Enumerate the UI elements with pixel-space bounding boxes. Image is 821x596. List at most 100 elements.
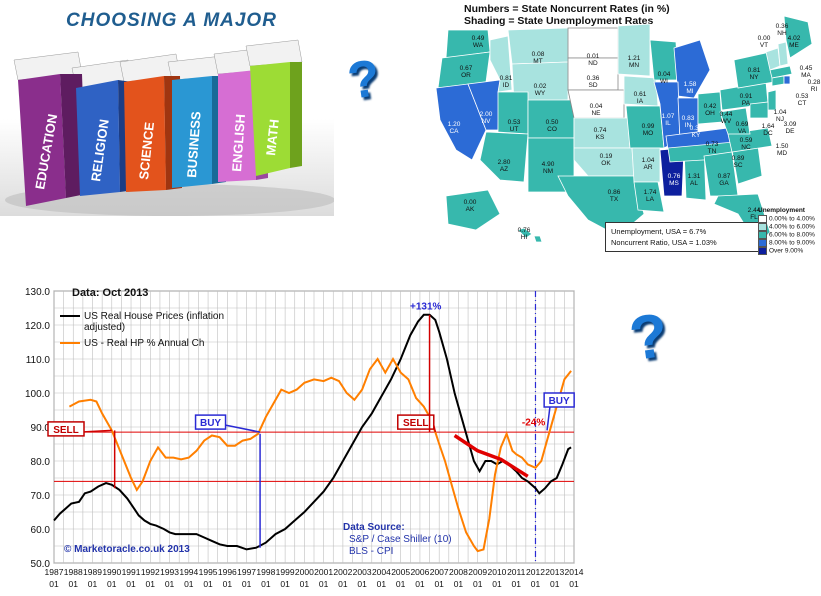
state-label-mo: 0.99 MO <box>641 123 655 137</box>
state-label-mn: 1.21 MN <box>627 55 641 69</box>
x-tick-label: 1997 <box>237 567 256 577</box>
state-label-nc: 0.59 NC <box>739 137 753 151</box>
x-tick-sublabel: 01 <box>492 579 502 589</box>
map-legend-title: Unemployment <box>758 207 805 214</box>
x-tick-label: 2003 <box>353 567 372 577</box>
x-tick-sublabel: 01 <box>242 579 252 589</box>
state-label-mt: 0.08 MT <box>531 51 545 65</box>
state-label-pa: 0.91 PA <box>739 93 753 107</box>
x-tick-label: 1988 <box>64 567 83 577</box>
state-label-il: 1.07 IL <box>661 113 675 127</box>
x-tick-sublabel: 01 <box>300 579 310 589</box>
legend-label: 4.00% to 6.00% <box>769 223 815 231</box>
map-legend-item: Over 9.00% <box>758 247 815 256</box>
state-label-de: 3.09 DE <box>783 121 797 135</box>
x-tick-label: 2005 <box>391 567 410 577</box>
x-tick-label: 2013 <box>545 567 564 577</box>
reference-lines <box>54 291 574 563</box>
x-tick-sublabel: 01 <box>107 579 117 589</box>
x-tick-label: 1994 <box>179 567 198 577</box>
x-tick-sublabel: 01 <box>550 579 560 589</box>
x-tick-sublabel: 01 <box>511 579 521 589</box>
state-label-wi: 0.04 WI <box>657 71 671 85</box>
x-tick-sublabel: 01 <box>88 579 98 589</box>
state-label-ky: 0.37 KY <box>689 125 703 139</box>
x-tick-label: 1996 <box>218 567 237 577</box>
chart-source: Data Source: S&P / Case Shiller (10) BLS… <box>343 522 452 557</box>
state-label-ma: 0.45 MA <box>799 65 813 79</box>
state-label-tn: 0.73 TN <box>705 141 719 155</box>
x-tick-sublabel: 01 <box>49 579 59 589</box>
x-tick-label: 1991 <box>122 567 141 577</box>
source-title: Data Source: <box>343 522 405 533</box>
x-tick-sublabel: 01 <box>223 579 233 589</box>
x-tick-label: 1992 <box>141 567 160 577</box>
state-label-co: 0.50 CO <box>545 119 559 133</box>
y-tick-label: 90.0 <box>31 423 51 434</box>
x-tick-label: 2006 <box>410 567 429 577</box>
x-tick-sublabel: 01 <box>280 579 290 589</box>
map-legend-item: 8.00% to 9.00% <box>758 239 815 248</box>
source-line: S&P / Case Shiller (10) <box>349 534 452 545</box>
x-tick-label: 2007 <box>430 567 449 577</box>
x-tick-sublabel: 01 <box>319 579 329 589</box>
state-label-or: 0.67 OR <box>459 65 473 79</box>
y-tick-label: 80.0 <box>31 457 51 468</box>
sell-label-box <box>397 414 435 430</box>
state-label-vt: 0.00 VT <box>757 35 771 49</box>
buy-label-box <box>543 392 575 408</box>
decline-trend-line <box>453 434 529 478</box>
state-label-ok: 0.19 OK <box>599 153 613 167</box>
state-label-me: 4.02 ME <box>787 35 801 49</box>
x-axis-ticks: 1987 01 1988 01 1989 01 1990 01 1991 01 1992 01 1993… <box>45 567 584 589</box>
state-label-nd: 0.01 ND <box>586 53 600 67</box>
x-tick-sublabel: 01 <box>454 579 464 589</box>
state-label-md: 1.50 MD <box>775 143 789 157</box>
state-label-la: 1.74 LA <box>643 189 657 203</box>
buy-label: BUY <box>549 396 570 407</box>
decline-label: -24% <box>522 417 545 428</box>
x-tick-label: 2004 <box>372 567 391 577</box>
x-tick-sublabel: 01 <box>434 579 444 589</box>
x-tick-label: 2000 <box>295 567 314 577</box>
state-label-ar: 1.04 AR <box>641 157 655 171</box>
y-tick-label: 100.0 <box>25 389 50 400</box>
y-axis-ticks: 130.0 120.0 110.0 100.0 90.0 80.0 70.0 60.0 50.0 <box>25 287 50 570</box>
state-label-ak: 0.00 AK <box>463 199 477 213</box>
legend-swatch <box>758 247 767 256</box>
state-label-nv: 2.00 NV <box>479 111 493 125</box>
state-label-nh: 0.36 NH <box>775 23 789 37</box>
book-math <box>250 62 302 176</box>
x-tick-sublabel: 01 <box>531 579 541 589</box>
x-tick-label: 1995 <box>199 567 218 577</box>
x-tick-label: 1990 <box>102 567 121 577</box>
legend-label: 8.00% to 9.00% <box>769 239 815 247</box>
x-tick-label: 1987 <box>45 567 64 577</box>
x-tick-sublabel: 01 <box>415 579 425 589</box>
x-tick-label: 2010 <box>488 567 507 577</box>
x-tick-label: 2012 <box>526 567 545 577</box>
state-label-id: 0.81 ID <box>499 75 513 89</box>
x-tick-sublabel: 01 <box>473 579 483 589</box>
x-tick-label: 1993 <box>160 567 179 577</box>
x-tick-sublabel: 01 <box>165 579 175 589</box>
legend-swatch <box>758 239 767 248</box>
state-label-az: 2.80 AZ <box>497 159 511 173</box>
spine-label: MATH <box>263 118 282 156</box>
state-label-ca: 1.20 CA <box>447 121 461 135</box>
x-tick-sublabel: 01 <box>569 579 579 589</box>
x-tick-sublabel: 01 <box>261 579 271 589</box>
state-label-ga: 0.87 GA <box>717 173 731 187</box>
state-label-ny: 0.81 NY <box>747 67 761 81</box>
state-label-al: 1.31 AL <box>687 173 701 187</box>
legend-swatch <box>758 214 767 223</box>
sell-label-box <box>47 421 85 437</box>
house-price-chart: 130.0 120.0 110.0 100.0 90.0 80.0 70.0 60.0 50.0… <box>25 287 584 589</box>
state-label-ne: 0.04 NE <box>589 103 603 117</box>
state-label-dc: 1.64 DC <box>761 123 775 137</box>
books-title: CHOOSING A MAJOR <box>66 10 277 31</box>
y-tick-label: 130.0 <box>25 287 50 298</box>
x-tick-sublabel: 01 <box>396 579 406 589</box>
x-tick-sublabel: 01 <box>203 579 213 589</box>
state-label-mi: 1.58 MI <box>683 81 697 95</box>
